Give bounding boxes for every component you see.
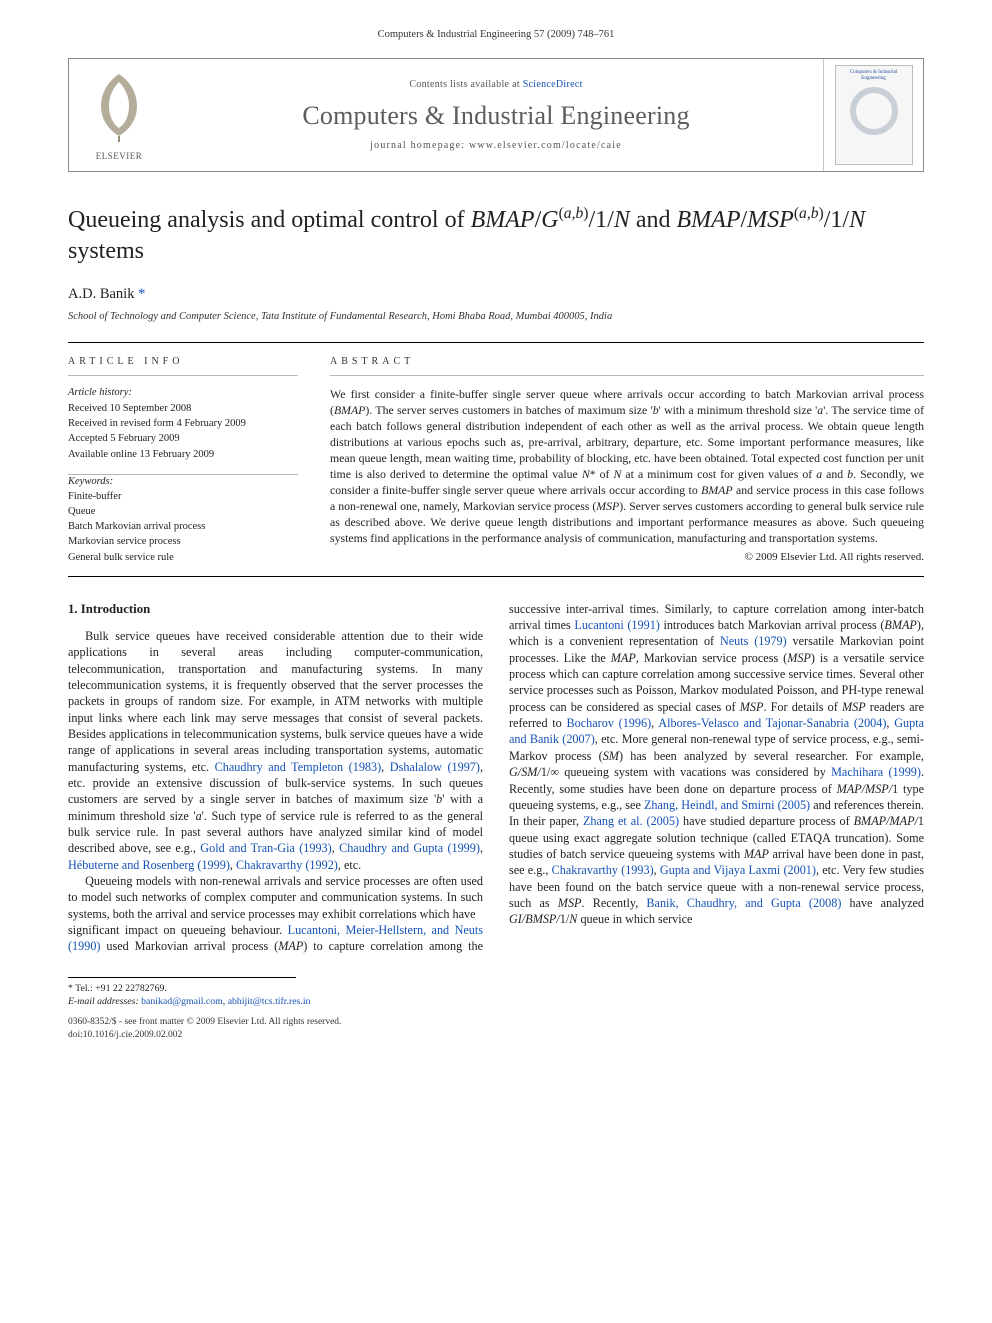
body-paragraph: Queueing models with non-renewal arrival…: [68, 873, 483, 922]
author-line: A.D. Banik *: [68, 285, 924, 305]
journal-name: Computers & Industrial Engineering: [302, 98, 689, 133]
abstract-copyright: © 2009 Elsevier Ltd. All rights reserved…: [330, 550, 924, 565]
contents-available-line: Contents lists available at ScienceDirec…: [409, 78, 582, 92]
publisher-logo-cell: ELSEVIER: [69, 59, 169, 171]
info-abstract-grid: ARTICLE INFO Article history: Received 1…: [68, 343, 924, 565]
author-email-link[interactable]: abhijit@tcs.tifr.res.in: [228, 996, 311, 1007]
homepage-prefix: journal homepage:: [370, 140, 469, 151]
abstract-label: ABSTRACT: [330, 343, 924, 375]
abstract-body: We first consider a finite-buffer single…: [330, 386, 924, 546]
keyword: Finite-buffer: [68, 490, 298, 504]
history-item: Accepted 5 February 2009: [68, 432, 298, 446]
front-matter-line: 0360-8352/$ - see front matter © 2009 El…: [68, 1016, 483, 1029]
keywords-heading: Keywords:: [68, 475, 298, 489]
journal-homepage-line: journal homepage: www.elsevier.com/locat…: [370, 139, 622, 153]
contents-prefix: Contents lists available at: [409, 79, 522, 90]
journal-banner: ELSEVIER Contents lists available at Sci…: [68, 58, 924, 172]
article-info-block: Article history: Received 10 September 2…: [68, 386, 298, 565]
history-item: Received in revised form 4 February 2009: [68, 417, 298, 431]
affiliation: School of Technology and Computer Scienc…: [68, 310, 924, 324]
journal-cover-cell: Computers & Industrial Engineering: [823, 59, 923, 171]
author-email-link[interactable]: banikad@gmail.com: [141, 996, 223, 1007]
rule-below-abstract: [68, 576, 924, 577]
article-title: Queueing analysis and optimal control of…: [68, 204, 924, 266]
article-info-label: ARTICLE INFO: [68, 343, 298, 375]
footnote-rule: [68, 977, 296, 978]
doi-line: doi:10.1016/j.cie.2009.02.002: [68, 1029, 483, 1042]
history-heading: Article history:: [68, 386, 298, 400]
email-label: E-mail addresses:: [68, 996, 139, 1007]
history-item: Received 10 September 2008: [68, 402, 298, 416]
keyword: Markovian service process: [68, 535, 298, 549]
history-item: Available online 13 February 2009: [68, 448, 298, 462]
banner-center: Contents lists available at ScienceDirec…: [169, 59, 823, 171]
keyword: Batch Markovian arrival process: [68, 520, 298, 534]
elsevier-tree-icon: ELSEVIER: [87, 68, 151, 163]
keyword: General bulk service rule: [68, 551, 298, 565]
abstract-column: ABSTRACT We first consider a finite-buff…: [330, 343, 924, 565]
publisher-name: ELSEVIER: [87, 150, 151, 162]
homepage-url: www.elsevier.com/locate/caie: [469, 140, 622, 151]
body-paragraph: Bulk service queues have received consid…: [68, 628, 483, 873]
article-info-column: ARTICLE INFO Article history: Received 1…: [68, 343, 298, 565]
running-head: Computers & Industrial Engineering 57 (2…: [68, 28, 924, 42]
author-name: A.D. Banik: [68, 286, 134, 302]
section-heading: 1. Introduction: [68, 601, 483, 618]
email-line: E-mail addresses: banikad@gmail.com, abh…: [68, 995, 483, 1008]
page-footer: * Tel.: +91 22 22782769. E-mail addresse…: [68, 977, 924, 1042]
corresponding-tel: * Tel.: +91 22 22782769.: [68, 982, 483, 995]
journal-cover-thumbnail: Computers & Industrial Engineering: [835, 65, 913, 165]
keyword: Queue: [68, 505, 298, 519]
abstract-rule: [330, 375, 924, 376]
cover-title: Computers & Industrial Engineering: [840, 70, 908, 81]
info-rule: [68, 375, 298, 376]
sciencedirect-link[interactable]: ScienceDirect: [523, 79, 583, 90]
corresponding-author-marker[interactable]: *: [138, 286, 145, 302]
footnote-block: * Tel.: +91 22 22782769. E-mail addresse…: [68, 977, 483, 1042]
article-body: 1. Introduction Bulk service queues have…: [68, 601, 924, 955]
cover-ring-graphic: [850, 87, 898, 135]
